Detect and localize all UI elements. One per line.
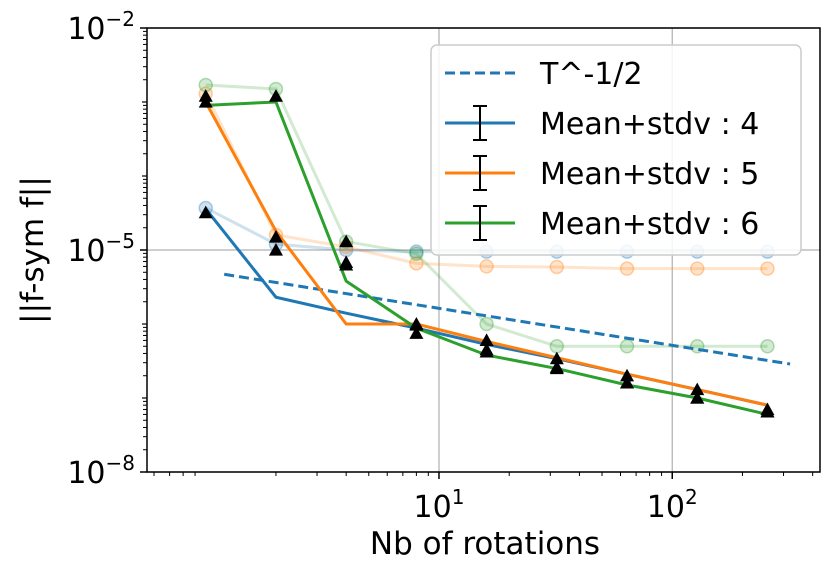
std-point-series-2-5 — [479, 259, 494, 274]
marker-series-3-7 — [620, 375, 635, 389]
y-tick-label-3: 10−2 — [67, 7, 135, 47]
legend-label-reference: T^-1/2 — [539, 57, 643, 92]
ticks: 101 102 10−8 10−5 10−2 — [67, 7, 814, 525]
y-tick-label-1: 10−8 — [67, 451, 135, 491]
legend-label-series-2: Mean+stdv : 5 — [540, 157, 759, 192]
marker-series-2-7 — [620, 368, 635, 382]
marker-series-2-2 — [268, 229, 283, 243]
y-axis-label: ||f-sym f|| — [15, 176, 51, 324]
legend-label-series-3: Mean+stdv : 6 — [540, 207, 759, 242]
std-point-series-2-6 — [549, 259, 565, 275]
std-point-series-3-4 — [409, 246, 424, 261]
y-tick-label-2: 10−5 — [67, 229, 135, 269]
marker-series-3-6 — [549, 361, 564, 375]
std-point-series-3-7 — [619, 339, 635, 354]
reference-line — [223, 272, 791, 366]
x-tick-label-2: 102 — [647, 485, 698, 525]
std-point-series-3-9 — [760, 339, 775, 354]
marker-series-3-2 — [268, 89, 283, 102]
legend-entry-series-1: Mean+stdv : 4 — [445, 105, 759, 142]
marker-series-2-5 — [479, 333, 494, 347]
marker-series-2-6 — [549, 351, 564, 365]
marker-series-1-4 — [409, 326, 424, 339]
std-point-series-2-9 — [760, 261, 775, 276]
marker-series-2-8 — [690, 382, 705, 396]
marker-series-2-3 — [339, 255, 354, 268]
legend-entry-series-2: Mean+stdv : 5 — [445, 155, 759, 192]
marker-series-3-8 — [690, 391, 705, 404]
std-point-series-2-7 — [619, 261, 635, 276]
std-line-series-2 — [204, 92, 768, 271]
marker-series-3-4 — [409, 317, 424, 330]
legend-box — [430, 44, 802, 256]
std-point-series-3-6 — [549, 339, 565, 354]
legend: T^-1/2 Mean+stdv : 4 Mean+stdv : 5 Mean+… — [430, 44, 802, 256]
marker-series-3-5 — [479, 344, 494, 358]
legend-entry-series-3: Mean+stdv : 6 — [445, 205, 759, 242]
marker-series-3-9 — [760, 404, 775, 418]
marker-series-3-3 — [339, 234, 354, 248]
std-point-series-3-5 — [479, 316, 494, 332]
std-point-series-2-8 — [689, 261, 705, 276]
std-point-series-1-4 — [409, 244, 424, 259]
marker-series-3-1 — [198, 95, 213, 108]
marker-series-1-2 — [268, 243, 283, 256]
x-tick-label-1: 101 — [414, 485, 465, 525]
x-axis-label: Nb of rotations — [370, 526, 600, 562]
std-point-series-2-4 — [409, 256, 424, 271]
legend-label-series-1: Mean+stdv : 4 — [540, 107, 759, 142]
marker-series-1-1 — [198, 205, 213, 219]
